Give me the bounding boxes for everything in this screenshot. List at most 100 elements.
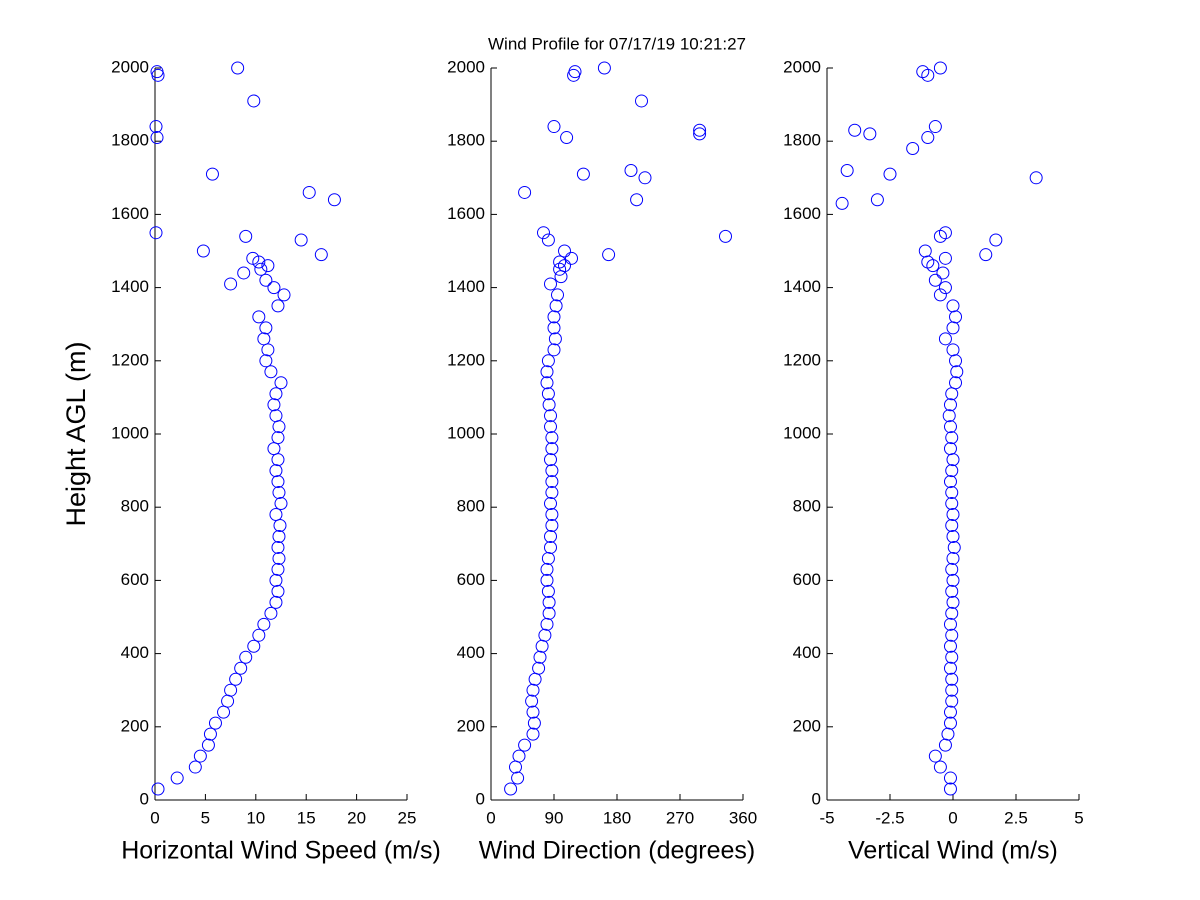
data-point	[254, 262, 268, 276]
y-tick-label: 600	[457, 570, 485, 589]
data-point	[942, 409, 956, 423]
data-point	[545, 442, 559, 456]
data-point	[512, 749, 526, 763]
data-point	[943, 617, 957, 631]
data-point	[548, 332, 562, 346]
data-point	[933, 61, 947, 75]
data-point	[545, 519, 559, 532]
data-point	[314, 248, 328, 262]
data-point	[943, 639, 957, 653]
x-tick-label: 10	[246, 808, 265, 827]
y-tick-label: 800	[121, 497, 149, 516]
data-point	[269, 409, 283, 423]
data-point	[542, 595, 556, 609]
data-point	[540, 562, 554, 576]
data-point	[239, 650, 253, 664]
data-point	[921, 131, 935, 145]
y-tick-label: 1400	[447, 277, 485, 296]
data-point	[945, 672, 959, 686]
x-axis-label: Horizontal Wind Speed (m/s)	[121, 837, 441, 865]
data-point	[231, 61, 245, 75]
figure-title: Wind Profile for 07/17/19 10:21:27	[488, 34, 746, 53]
data-point	[541, 233, 555, 247]
data-point	[545, 464, 559, 478]
y-tick-label: 200	[457, 716, 485, 735]
data-point	[863, 127, 877, 141]
data-point	[526, 705, 540, 719]
data-point	[946, 299, 960, 313]
data-point	[943, 782, 957, 796]
data-point	[237, 266, 251, 280]
data-point	[224, 277, 238, 291]
data-point	[938, 332, 952, 346]
data-point	[541, 551, 555, 565]
x-tick-label: 5	[1074, 808, 1083, 827]
data-point	[949, 376, 963, 390]
data-point	[150, 65, 164, 79]
data-point	[916, 65, 930, 79]
data-point	[945, 628, 959, 642]
x-tick-label: -2.5	[875, 808, 904, 827]
data-point	[943, 398, 957, 412]
y-tick-label: 800	[793, 497, 821, 516]
data-point	[624, 163, 638, 177]
data-point	[943, 661, 957, 675]
data-point	[208, 716, 222, 730]
x-tick-label: -5	[819, 808, 834, 827]
y-tick-label: 1400	[111, 277, 149, 296]
data-point	[272, 529, 286, 543]
data-point	[928, 120, 942, 134]
data-point	[272, 551, 286, 565]
y-tick-label: 1000	[111, 423, 149, 442]
data-point	[936, 266, 950, 280]
data-point	[540, 573, 554, 587]
data-point	[545, 486, 559, 500]
data-point	[946, 551, 960, 565]
data-point	[540, 376, 554, 390]
data-point	[945, 519, 959, 532]
data-point	[560, 131, 574, 145]
data-point	[597, 61, 611, 75]
data-point	[938, 281, 952, 295]
data-point	[945, 464, 959, 478]
data-point	[946, 595, 960, 609]
y-tick-label: 0	[812, 789, 821, 808]
y-axis-label: Height AGL (m)	[61, 341, 91, 526]
x-tick-label: 25	[398, 808, 417, 827]
data-point	[544, 277, 557, 291]
data-point	[906, 142, 920, 156]
y-tick-label: 1600	[111, 204, 149, 223]
data-point	[553, 262, 567, 276]
data-point	[545, 431, 559, 445]
data-point	[943, 442, 957, 456]
data-point	[938, 251, 952, 265]
x-tick-label: 15	[297, 808, 316, 827]
data-point	[277, 288, 291, 302]
data-point	[848, 123, 862, 137]
y-tick-label: 1200	[447, 350, 485, 369]
y-tick-label: 400	[457, 643, 485, 662]
y-tick-label: 200	[793, 716, 821, 735]
y-tick-label: 1200	[783, 350, 821, 369]
data-point	[259, 354, 273, 368]
data-point	[149, 226, 163, 240]
data-point	[150, 131, 164, 145]
data-point	[928, 749, 942, 763]
data-point	[542, 606, 556, 620]
data-point	[945, 497, 959, 511]
y-tick-label: 600	[793, 570, 821, 589]
data-point	[540, 617, 554, 631]
data-point	[511, 771, 525, 785]
y-tick-label: 2000	[783, 57, 821, 76]
data-point	[835, 196, 849, 210]
y-tick-label: 1200	[111, 350, 149, 369]
data-point	[870, 193, 884, 207]
data-point	[274, 376, 288, 390]
data-point	[149, 120, 163, 134]
data-point	[638, 171, 652, 185]
data-point	[545, 508, 559, 522]
data-point	[538, 628, 552, 642]
data-point	[504, 782, 518, 796]
data-point	[553, 255, 567, 269]
data-point	[693, 127, 707, 141]
